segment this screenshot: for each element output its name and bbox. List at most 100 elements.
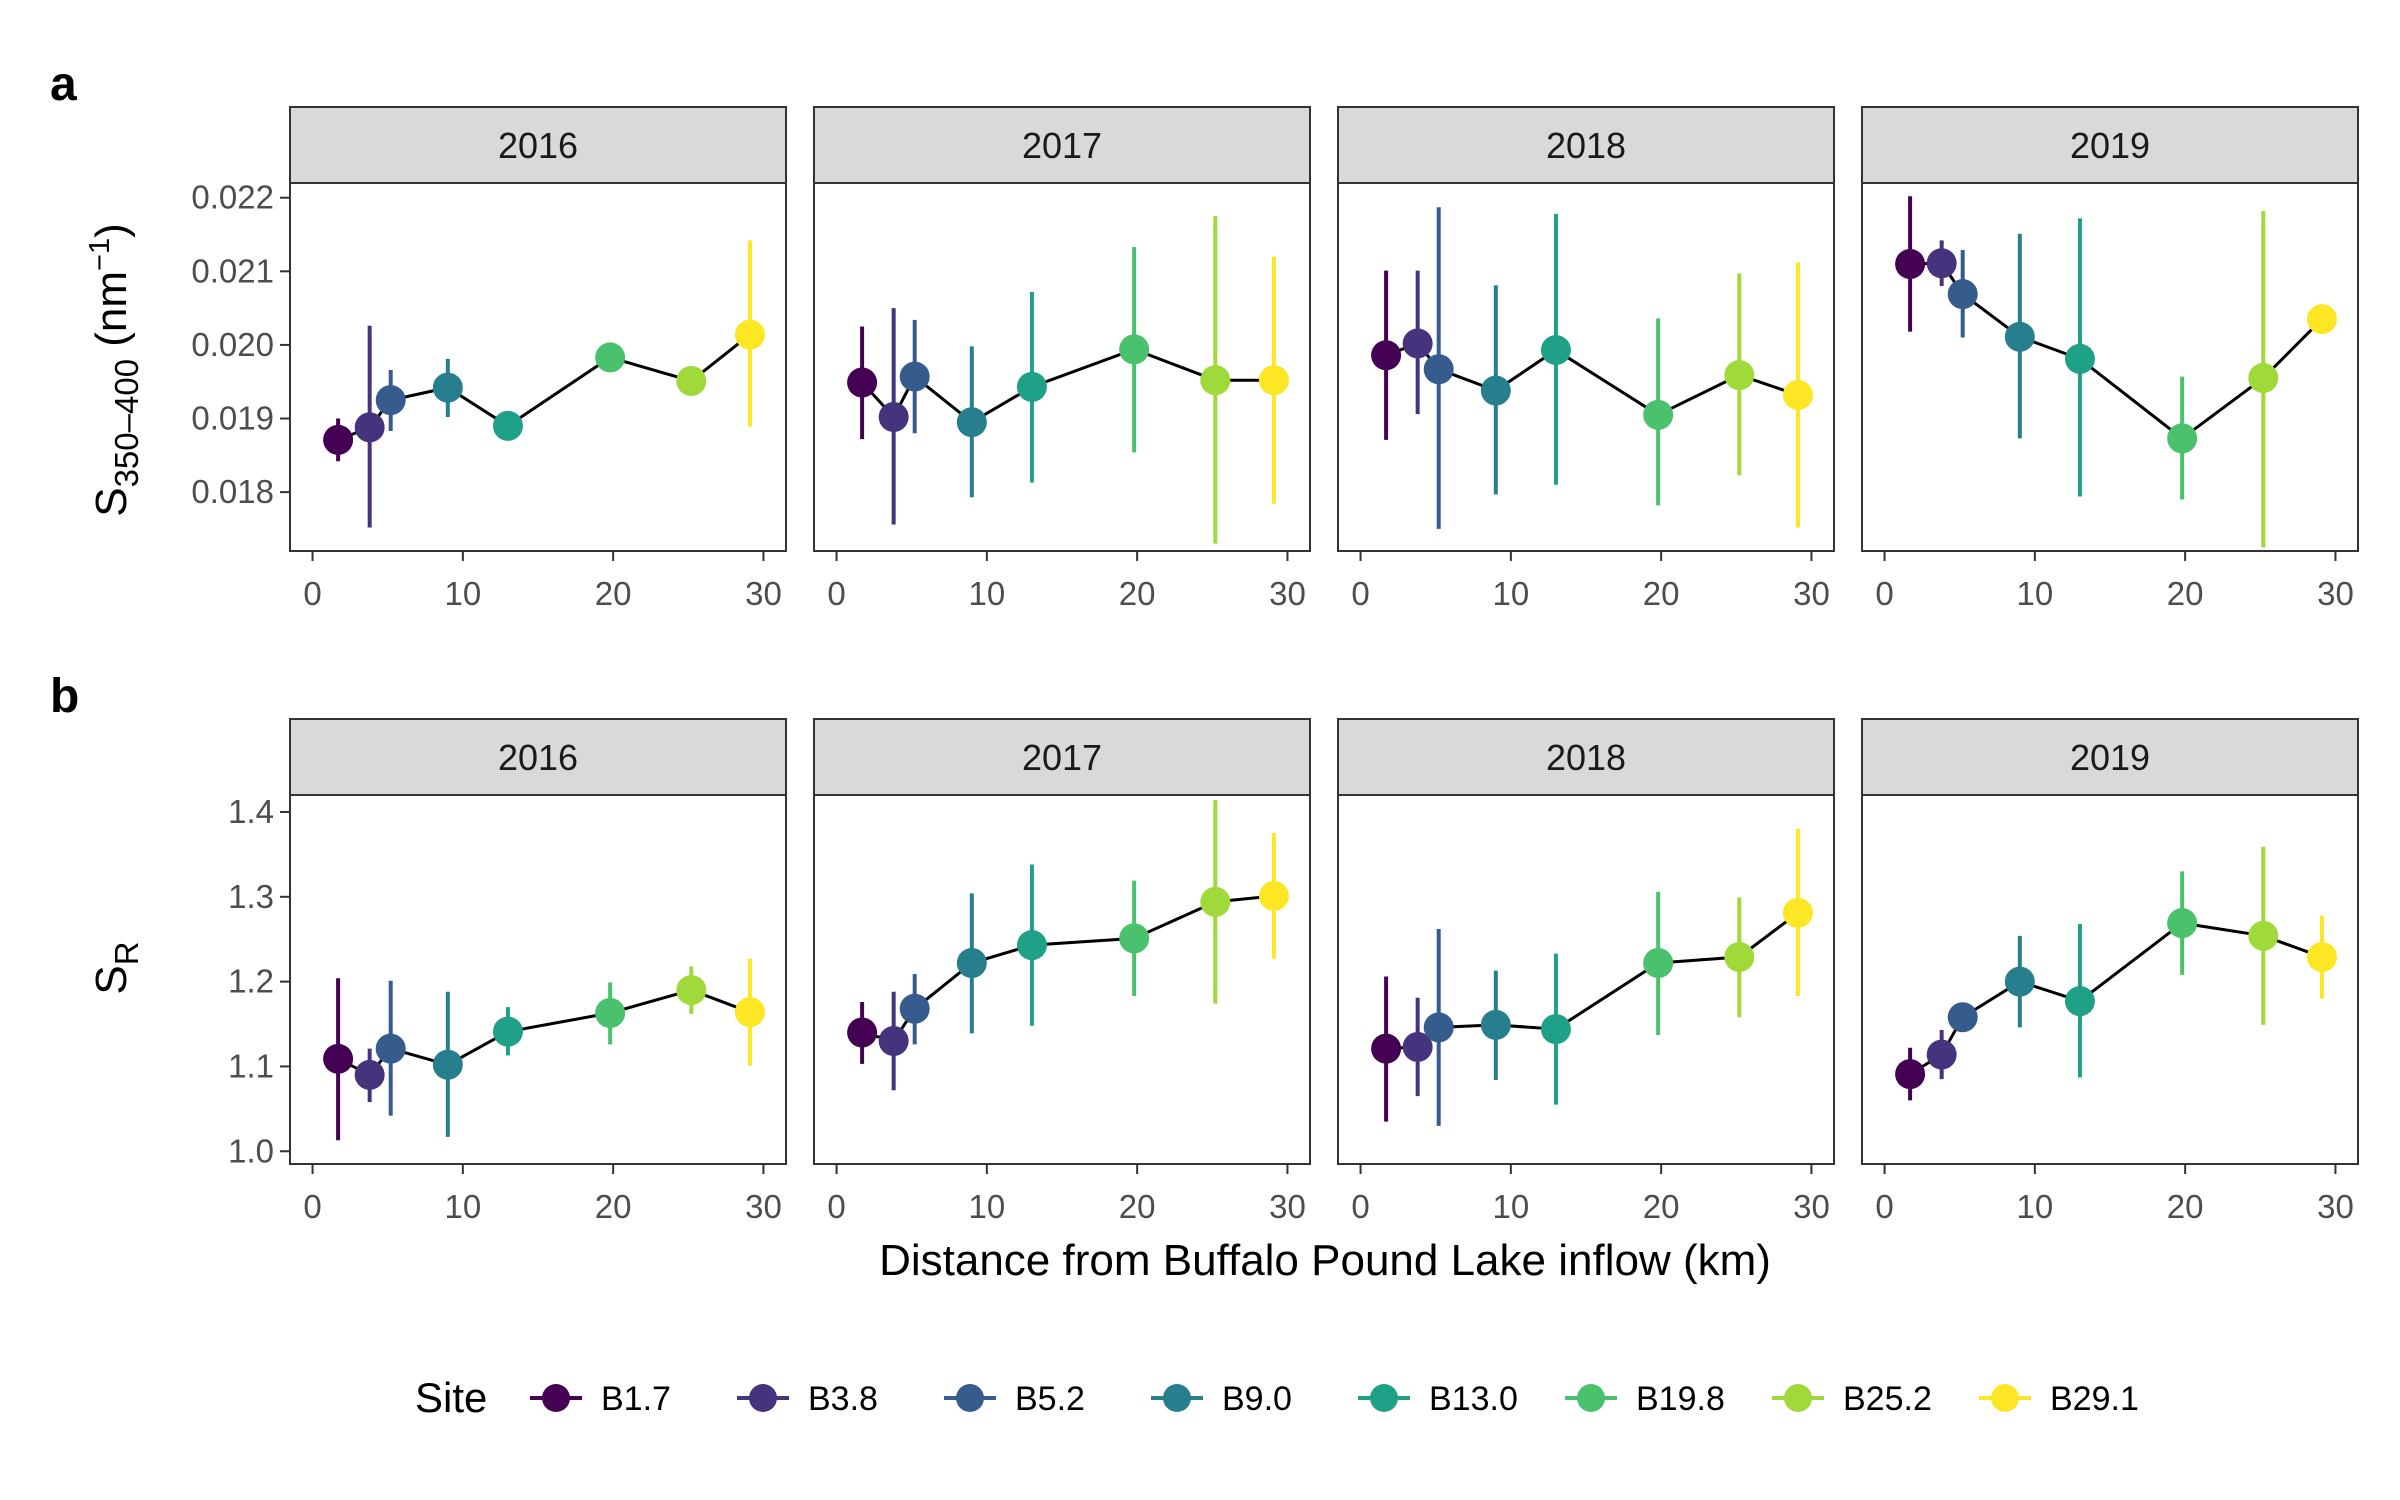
x-tick-label: 30: [2317, 575, 2354, 612]
facet-a-2018: 2018 0 10 20 30: [1337, 106, 1835, 612]
facet-strip: [1337, 718, 1835, 796]
facet-a-2017: 2017 0 10 20 30: [813, 106, 1311, 612]
legend-title: Site: [415, 1374, 487, 1421]
data-point-B9.0: [432, 1049, 463, 1080]
legend-item-B13.0: B13.0: [1358, 1380, 1518, 1418]
data-point-B13.0: [1016, 930, 1047, 961]
legend-key-dot: [1784, 1384, 1812, 1412]
panel-a: 2016 0 10 20 30 0.018 0.019 0.020 0.021 0.022 2017…: [191, 106, 2359, 612]
facet-strip: [813, 718, 1311, 796]
facet-b-2016: 2016 0 10 20 30 1.0 1.1 1.2 1.3 1.4: [228, 718, 787, 1225]
data-point-B5.2: [1947, 1002, 1978, 1033]
plot-panel: [1337, 794, 1835, 1165]
data-point-B9.0: [1480, 1009, 1511, 1040]
data-point-B13.0: [492, 1016, 523, 1047]
y-axis-title-a: S350–400 (nm−1): [84, 223, 145, 517]
data-point-B5.2: [1423, 1012, 1454, 1043]
plot-panel: [289, 794, 787, 1165]
data-point-B25.2: [1200, 365, 1231, 396]
x-tick-label: 20: [1643, 575, 1680, 612]
facet-strip: [289, 106, 787, 184]
facet-strip: [1861, 106, 2359, 184]
x-tick-label: 10: [968, 575, 1005, 612]
x-tick-label: 30: [745, 1188, 782, 1225]
data-point-B1.7: [1371, 1033, 1402, 1064]
data-point-B1.7: [323, 424, 354, 455]
data-point-B5.2: [375, 385, 406, 416]
data-point-B19.8: [1643, 947, 1674, 978]
data-point-B25.2: [1200, 886, 1231, 917]
facet-strip-label: 2019: [2070, 125, 2150, 166]
x-tick-label: 30: [2317, 1188, 2354, 1225]
x-tick-label: 0: [303, 575, 321, 612]
svg-text:SR: SR: [87, 941, 145, 994]
legend-label: B1.7: [601, 1380, 671, 1418]
data-point-B3.8: [1402, 1031, 1433, 1062]
data-point-B25.2: [1724, 942, 1755, 973]
x-tick-label: 20: [2167, 575, 2204, 612]
legend-key-dot: [1577, 1384, 1605, 1412]
y-tick-label: 0.022: [191, 179, 274, 216]
y-tick-label: 1.2: [228, 963, 274, 1000]
panel-label-a: a: [50, 58, 77, 111]
plot-panel: [813, 794, 1311, 1165]
legend-label: B19.8: [1636, 1380, 1725, 1418]
facet-strip-label: 2018: [1546, 125, 1626, 166]
data-point-B1.7: [1895, 1059, 1926, 1090]
y-axis-title-a-sup: −1: [84, 238, 116, 271]
legend-label: B3.8: [808, 1380, 878, 1418]
data-point-B29.1: [1258, 365, 1289, 396]
legend-key-dot: [749, 1384, 777, 1412]
data-point-B9.0: [2004, 321, 2035, 352]
facet-strip-label: 2016: [498, 125, 578, 166]
data-point-B19.8: [2167, 423, 2198, 454]
x-tick-label: 0: [1351, 575, 1369, 612]
facet-strip: [1861, 718, 2359, 796]
data-point-B9.0: [1480, 375, 1511, 406]
facet-a-2016: 2016 0 10 20 30 0.018 0.019 0.020 0.021 0.022: [191, 106, 787, 612]
facet-strip-label: 2019: [2070, 737, 2150, 778]
data-point-B3.8: [354, 412, 385, 443]
data-point-B29.1: [734, 997, 765, 1028]
legend-item-B5.2: B5.2: [944, 1380, 1085, 1418]
x-tick-label: 20: [2167, 1188, 2204, 1225]
legend-item-B19.8: B19.8: [1565, 1380, 1725, 1418]
legend: Site B1.7 B3.8 B5.2 B9.0 B13.0 B19.8 B25.2 B29.…: [415, 1374, 2139, 1421]
x-tick-label: 0: [1875, 575, 1893, 612]
plot-panel: [1861, 182, 2359, 552]
data-point-B29.1: [1782, 897, 1813, 928]
x-tick-label: 30: [1269, 575, 1306, 612]
legend-label: B29.1: [2050, 1380, 2139, 1418]
data-point-B3.8: [878, 402, 909, 433]
data-point-B19.8: [595, 342, 626, 373]
x-tick-label: 30: [1269, 1188, 1306, 1225]
data-point-B5.2: [899, 361, 930, 392]
x-tick-label: 10: [2016, 575, 2053, 612]
data-point-B1.7: [1371, 340, 1402, 371]
facet-strip: [813, 106, 1311, 184]
data-point-B13.0: [492, 410, 523, 441]
x-axis-title: Distance from Buffalo Pound Lake inflow …: [879, 1236, 1771, 1285]
data-point-B3.8: [354, 1059, 385, 1090]
plot-panel: [289, 182, 787, 552]
y-tick-label: 0.021: [191, 252, 274, 289]
facet-strip-label: 2017: [1022, 737, 1102, 778]
data-point-B1.7: [1895, 248, 1926, 279]
data-point-B19.8: [1119, 334, 1150, 365]
data-point-B19.8: [595, 998, 626, 1029]
y-tick-label: 1.1: [228, 1047, 274, 1084]
legend-key-dot: [1163, 1384, 1191, 1412]
legend-key-dot: [1370, 1384, 1398, 1412]
y-tick-label: 0.019: [191, 400, 274, 437]
data-point-B5.2: [375, 1033, 406, 1064]
legend-key-dot: [542, 1384, 570, 1412]
y-axis-title-a-unit: (nm: [87, 271, 136, 359]
data-point-B29.1: [2306, 304, 2337, 335]
data-point-B13.0: [2064, 986, 2095, 1017]
data-point-B13.0: [1540, 335, 1571, 366]
data-point-B9.0: [956, 947, 987, 978]
data-point-B9.0: [432, 372, 463, 403]
x-tick-label: 20: [1643, 1188, 1680, 1225]
x-tick-label: 20: [595, 1188, 632, 1225]
